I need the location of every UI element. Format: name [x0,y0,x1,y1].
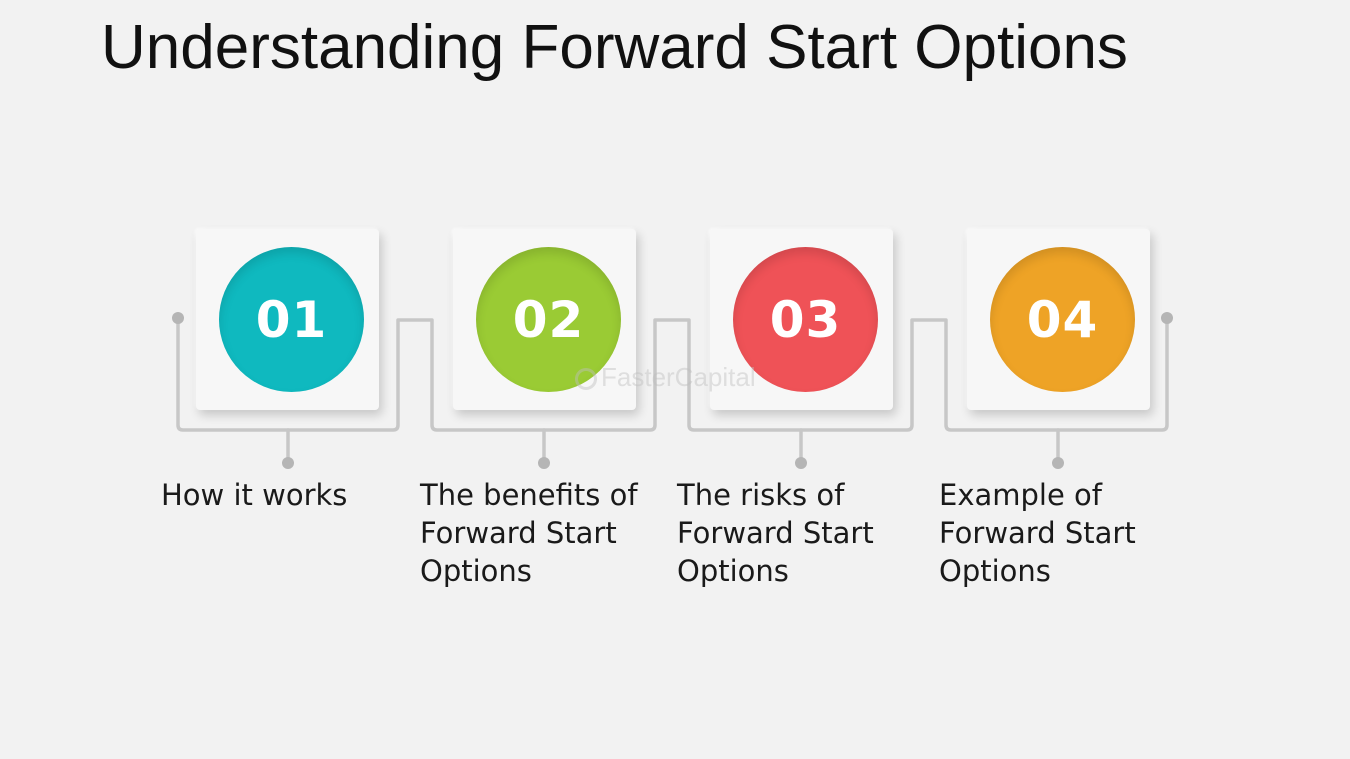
watermark-logo-icon [575,368,597,390]
watermark: FasterCapital [575,362,756,393]
endpoint-dot-left [172,312,184,324]
connector-path-1 [176,316,1169,432]
step-label-4: Example of Forward Start Options [939,478,1136,588]
label-dot-3 [795,457,807,469]
watermark-text: FasterCapital [601,362,756,392]
step-circle-3: 03 [733,247,878,392]
label-dot-4 [1052,457,1064,469]
step-number: 03 [769,290,842,349]
step-card-3: 03 [710,229,893,410]
label-dot-1 [282,457,294,469]
endpoint-dot-right [1161,312,1173,324]
step-number: 01 [255,290,328,349]
step-card-1: 01 [196,229,379,410]
label-dot-2 [538,457,550,469]
step-number: 02 [512,290,585,349]
step-label-1: How it works [161,478,348,512]
step-circle-4: 04 [990,247,1135,392]
page-title: Understanding Forward Start Options [101,13,1128,82]
step-card-4: 04 [967,229,1150,410]
step-label-2: The benefits of Forward Start Options [420,478,638,588]
step-circle-1: 01 [219,247,364,392]
step-number: 04 [1026,290,1099,349]
step-card-2: 02 [453,229,636,410]
step-label-3: The risks of Forward Start Options [677,478,874,588]
step-circle-2: 02 [476,247,621,392]
